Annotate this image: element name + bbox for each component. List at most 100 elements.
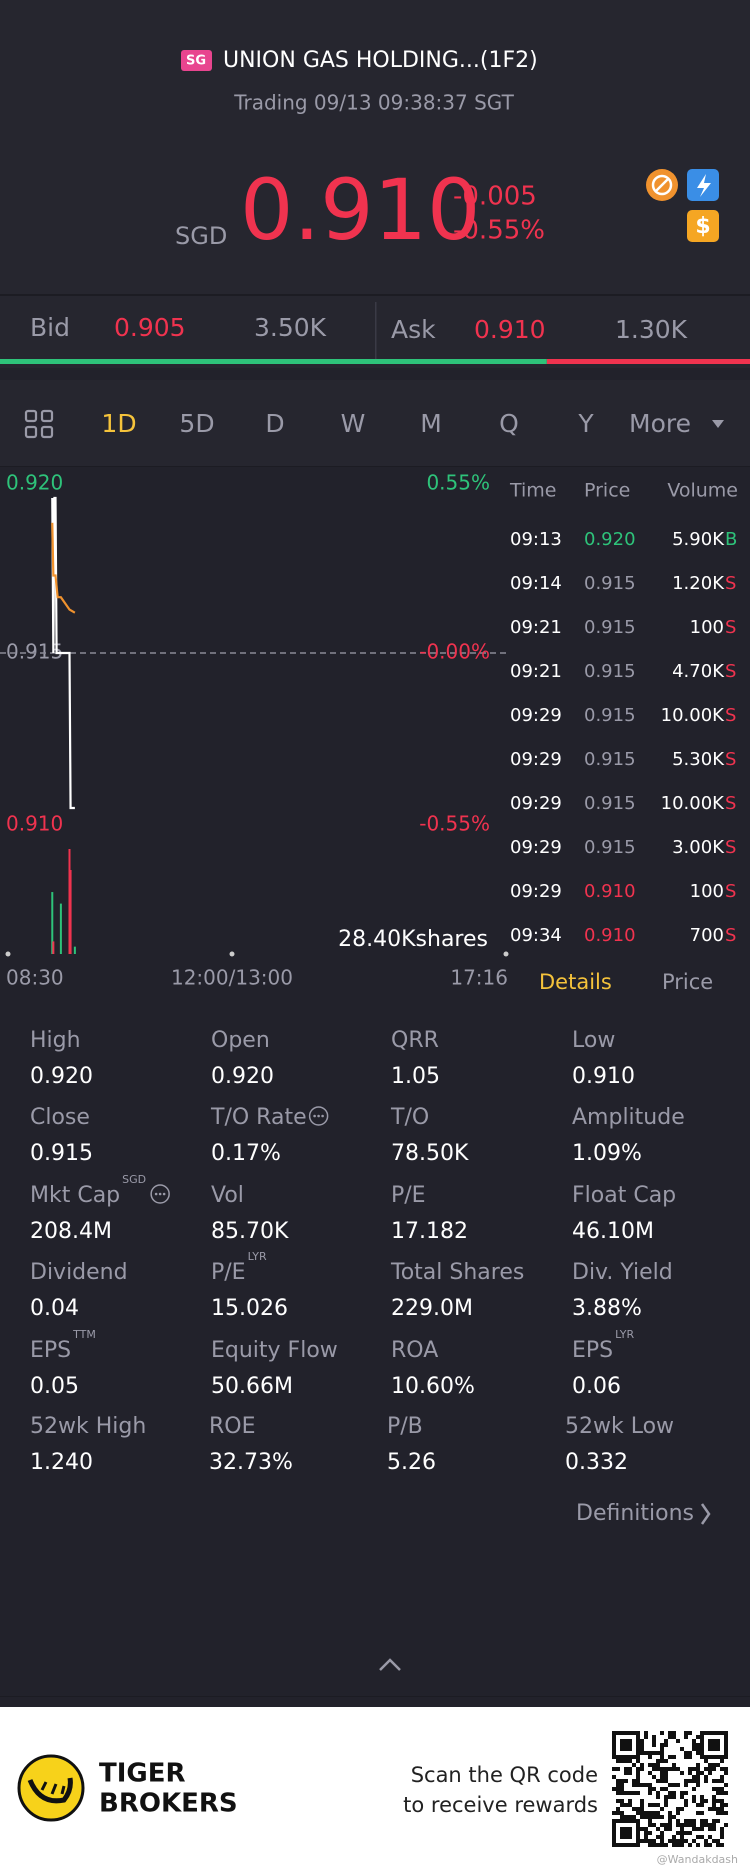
qr-cell <box>648 1751 652 1755</box>
qr-cell <box>636 1739 640 1743</box>
period-tab[interactable]: 5D <box>179 409 214 438</box>
qr-cell <box>648 1843 652 1847</box>
qr-cell <box>676 1767 680 1771</box>
qr-cell <box>672 1835 676 1839</box>
qr-cell <box>712 1795 716 1799</box>
qr-cell <box>628 1767 632 1771</box>
qr-cell <box>680 1839 684 1843</box>
qr-cell <box>644 1751 648 1755</box>
qr-cell <box>652 1751 656 1755</box>
qr-cell <box>652 1843 656 1847</box>
trade-volume: 10.00K <box>661 705 726 726</box>
qr-cell <box>668 1827 672 1831</box>
qr-cell <box>624 1831 628 1835</box>
period-tab[interactable]: 1D <box>101 409 136 438</box>
qr-cell <box>676 1823 680 1827</box>
qr-cell <box>712 1803 716 1807</box>
qr-cell <box>640 1751 644 1755</box>
qr-cell <box>640 1763 644 1767</box>
qr-cell <box>620 1743 624 1747</box>
expand-caret[interactable] <box>379 1658 401 1671</box>
stat-label: Open <box>211 1028 270 1053</box>
qr-cell <box>644 1827 648 1831</box>
trade-side: S <box>725 661 736 682</box>
qr-cell <box>636 1811 640 1815</box>
scan-text: Scan the QR code <box>411 1763 598 1787</box>
qr-cell <box>712 1747 716 1751</box>
qr-cell <box>668 1755 672 1759</box>
qr-cell <box>708 1823 712 1827</box>
period-tab[interactable]: More <box>629 409 691 438</box>
stat-sup: LYR <box>615 1328 634 1341</box>
brand: BROKERS <box>99 1789 238 1819</box>
stat-label: Equity Flow <box>211 1338 338 1363</box>
detail-tab[interactable]: Details <box>539 970 612 994</box>
qr-cell <box>640 1803 644 1807</box>
qr-cell <box>692 1795 696 1799</box>
qr-cell <box>636 1755 640 1759</box>
qr-cell <box>676 1811 680 1815</box>
stat-label: Close <box>30 1105 90 1130</box>
qr-cell <box>724 1735 728 1739</box>
qr-cell <box>648 1763 652 1767</box>
period-tab[interactable]: Q <box>499 409 519 438</box>
qr-cell <box>636 1807 640 1811</box>
period-tab[interactable]: D <box>265 409 284 438</box>
detail-tab[interactable]: Price <box>662 970 713 994</box>
trade-price: 0.915 <box>584 661 636 682</box>
trade-side: S <box>725 793 736 814</box>
qr-cell <box>660 1767 664 1771</box>
qr-cell <box>612 1843 616 1847</box>
qr-cell <box>652 1811 656 1815</box>
info-dot <box>158 1192 162 1196</box>
qr-cell <box>660 1831 664 1835</box>
trading-status: Trading 09/13 09:38:37 SGT <box>233 91 514 115</box>
qr-cell <box>616 1759 620 1763</box>
qr-cell <box>712 1731 716 1735</box>
qr-cell <box>668 1767 672 1771</box>
qr-cell <box>696 1735 700 1739</box>
stat-label: Dividend <box>30 1260 128 1285</box>
badge: SG <box>186 54 206 69</box>
period-tab[interactable]: M <box>420 409 442 438</box>
period-tab[interactable]: W <box>341 409 366 438</box>
trade-side: B <box>725 529 737 550</box>
book-divider <box>375 302 377 360</box>
qr-cell <box>716 1807 720 1811</box>
qr-cell <box>616 1819 620 1823</box>
qr-cell <box>720 1767 724 1771</box>
qr-cell <box>704 1759 708 1763</box>
qr-cell <box>636 1835 640 1839</box>
qr-cell <box>632 1763 636 1767</box>
info-icon[interactable] <box>150 1184 170 1204</box>
qr-cell <box>684 1791 688 1795</box>
qr-cell <box>708 1743 712 1747</box>
trade-header: Time <box>509 480 557 502</box>
qr-cell <box>716 1787 720 1791</box>
definitions-link[interactable]: Definitions <box>576 1501 694 1526</box>
stat-value: 0.332 <box>565 1450 628 1475</box>
ask-price: 0.910 <box>474 315 546 344</box>
volume-bar <box>69 870 72 954</box>
qr-cell <box>708 1739 712 1743</box>
qr-cell <box>700 1827 704 1831</box>
qr-cell <box>648 1791 652 1795</box>
stat-label: EPS <box>572 1338 613 1363</box>
qr-cell <box>620 1779 624 1783</box>
info-icon[interactable] <box>308 1106 329 1126</box>
qr-cell <box>656 1835 660 1839</box>
qr-cell <box>612 1739 616 1743</box>
qr-cell <box>612 1839 616 1843</box>
stat-label: Div. Yield <box>572 1260 673 1285</box>
stat-label: Amplitude <box>572 1105 685 1130</box>
qr-cell <box>704 1819 708 1823</box>
qr-cell <box>612 1775 616 1779</box>
qr-cell <box>696 1751 700 1755</box>
qr-cell <box>616 1843 620 1847</box>
qr-cell <box>668 1731 672 1735</box>
more-arrow <box>712 420 724 428</box>
trade-volume: 700 <box>690 925 724 946</box>
qr-cell <box>708 1747 712 1751</box>
qr-cell <box>620 1815 624 1819</box>
period-tab[interactable]: Y <box>577 409 594 438</box>
